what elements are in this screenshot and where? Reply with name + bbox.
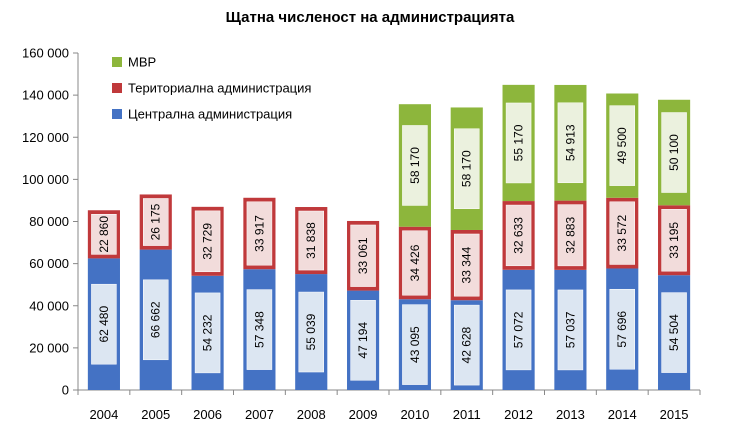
data-label-box: [609, 201, 635, 265]
data-label: 54 504: [667, 314, 681, 351]
legend: МВР Териториална администрация Централна а…: [112, 55, 311, 122]
data-label-box: [246, 201, 273, 266]
data-label: 62 480: [97, 306, 111, 343]
data-label: 54 232: [201, 314, 215, 351]
data-label: 26 175: [149, 203, 163, 240]
x-tick-label: 2013: [556, 407, 585, 422]
data-label-box: [402, 230, 428, 296]
x-tick-label: 2010: [400, 407, 429, 422]
x-tick-label: 2014: [608, 407, 637, 422]
legend-swatch: [112, 57, 122, 67]
data-label-box: [350, 224, 376, 287]
y-tick-label: 120 000: [22, 130, 69, 145]
data-label-box: [505, 289, 532, 371]
data-label-box: [298, 291, 324, 373]
y-axis: 0 20 000 40 000 60 000 80 000 100 000 120 000 1…: [22, 46, 79, 398]
data-label: 57 072: [512, 311, 526, 348]
data-label: 31 838: [304, 222, 318, 259]
legend-swatch: [112, 83, 122, 93]
data-label: 47 194: [356, 322, 370, 359]
data-label: 58 170: [408, 147, 422, 184]
x-tick-label: 2007: [245, 407, 274, 422]
data-label: 42 628: [460, 326, 474, 363]
data-label: 57 348: [252, 311, 266, 348]
x-tick-label: 2011: [453, 407, 481, 422]
legend-swatch: [112, 109, 122, 119]
x-tick-label: 2012: [504, 407, 533, 422]
y-tick-label: 80 000: [29, 214, 69, 229]
data-label-box: [557, 102, 584, 184]
data-label: 43 095: [408, 326, 422, 363]
data-label-box: [143, 198, 169, 246]
data-label-box: [91, 214, 117, 255]
y-tick-label: 100 000: [22, 172, 69, 187]
data-label-box: [402, 304, 428, 385]
data-label-box: [454, 233, 480, 297]
data-label-box: [661, 209, 687, 272]
x-tick-label: 2009: [349, 407, 378, 422]
data-label-box: [454, 128, 480, 209]
data-label-box: [246, 289, 273, 370]
data-label: 49 500: [615, 127, 629, 164]
data-label-box: [143, 279, 169, 361]
data-label: 22 860: [97, 216, 111, 253]
data-label-box: [298, 210, 324, 271]
data-label-box: [350, 300, 376, 381]
data-label-box: [91, 283, 117, 365]
data-label-box: [557, 289, 584, 371]
data-label: 33 195: [667, 222, 681, 259]
x-axis: 2004 2005 2006 2007 2008 2009 2010 2011 2012 2013…: [77, 389, 701, 422]
data-label-box: [609, 105, 635, 186]
data-label-box: [194, 210, 221, 273]
data-label: 33 344: [460, 246, 474, 283]
x-tick-label: 2005: [141, 407, 170, 422]
x-tick-label: 2008: [297, 407, 326, 422]
data-label: 32 729: [201, 223, 215, 260]
data-label-box: [505, 204, 532, 267]
data-label: 55 039: [304, 313, 318, 350]
bars-group: 62 480 22 860 66 662 26 175 54 232 32 729 57 3…: [87, 84, 691, 390]
y-tick-label: 40 000: [29, 298, 69, 313]
data-label: 33 572: [615, 214, 629, 251]
data-label-box: [661, 112, 687, 193]
y-tick-label: 160 000: [22, 46, 69, 61]
data-label-box: [661, 292, 687, 373]
data-label-box: [194, 292, 221, 374]
legend-label: МВР: [128, 55, 156, 70]
data-label-box: [557, 204, 584, 267]
data-label: 33 061: [356, 237, 370, 274]
x-tick-label: 2006: [193, 407, 222, 422]
data-label: 32 633: [512, 217, 526, 254]
legend-label: Териториална администрация: [128, 81, 311, 96]
data-label: 32 883: [563, 217, 577, 254]
data-label-box: [402, 125, 428, 206]
x-tick-label: 2004: [89, 407, 118, 422]
data-label-box: [609, 288, 635, 370]
legend-label: Централна администрация: [128, 107, 292, 122]
chart-title: Щатна численост на администрацията: [226, 9, 515, 26]
y-tick-label: 60 000: [29, 256, 69, 271]
data-label: 58 170: [460, 150, 474, 187]
y-tick-label: 0: [62, 383, 69, 398]
y-tick-label: 20 000: [29, 340, 69, 355]
data-label-box: [454, 304, 480, 386]
data-label: 54 913: [563, 124, 577, 161]
data-label: 33 917: [252, 215, 266, 252]
data-label: 57 037: [563, 311, 577, 348]
data-label: 66 662: [149, 301, 163, 338]
data-label: 55 170: [512, 124, 526, 161]
y-tick-label: 140 000: [22, 88, 69, 103]
data-label: 57 696: [615, 311, 629, 348]
data-label: 34 426: [408, 244, 422, 281]
data-label-box: [505, 102, 532, 184]
x-tick-label: 2015: [660, 407, 689, 422]
data-label: 50 100: [667, 134, 681, 171]
